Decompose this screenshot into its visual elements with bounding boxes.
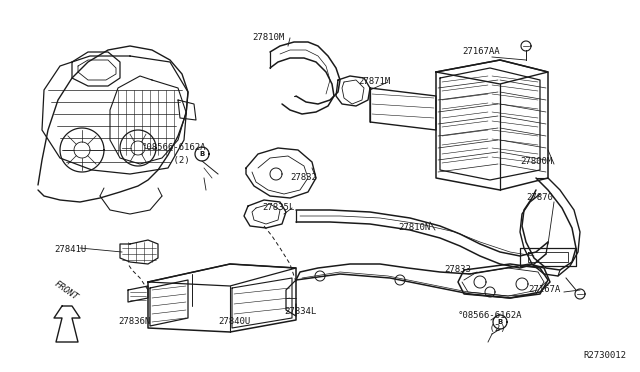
Text: 27835L: 27835L — [262, 203, 294, 212]
Text: 27870: 27870 — [526, 193, 553, 202]
Text: 27841U: 27841U — [54, 246, 86, 254]
Text: 27167AA: 27167AA — [462, 48, 500, 57]
Text: 27800M: 27800M — [520, 157, 552, 167]
Text: (2): (2) — [152, 155, 189, 164]
Text: 27833: 27833 — [444, 266, 471, 275]
Text: 27834L: 27834L — [284, 308, 316, 317]
Text: 27810M: 27810M — [252, 33, 284, 42]
Text: 27167A: 27167A — [528, 285, 560, 295]
Text: R2730012: R2730012 — [583, 352, 626, 360]
Text: 27832: 27832 — [290, 173, 317, 183]
Text: 27871M: 27871M — [358, 77, 390, 87]
Text: °08566-6162A: °08566-6162A — [458, 311, 522, 321]
Text: 27836N: 27836N — [118, 317, 150, 327]
Text: 27840U: 27840U — [218, 317, 250, 327]
Text: FRONT: FRONT — [52, 279, 79, 302]
Text: °08566-6162A: °08566-6162A — [142, 144, 207, 153]
Text: (2): (2) — [468, 324, 506, 333]
Text: 27810N: 27810N — [398, 224, 430, 232]
Text: B: B — [497, 319, 502, 325]
Text: B: B — [200, 151, 205, 157]
